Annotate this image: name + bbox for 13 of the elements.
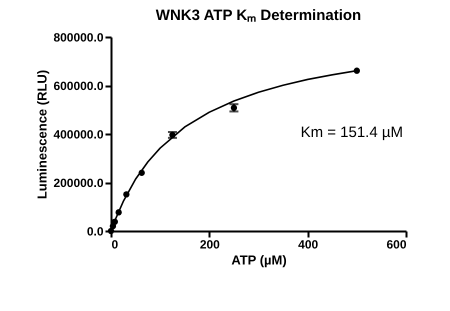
chart-title: WNK3 ATP Kₘ Determination — [156, 7, 362, 24]
x-tick-label: 0 — [112, 238, 118, 252]
y-axis-title: Luminescence (RLU) — [34, 70, 50, 200]
x-tick-label: 600 — [386, 238, 407, 252]
x-tick-label: 200 — [200, 238, 220, 252]
annotation: Km = 151.4 µM — [300, 124, 403, 141]
x-tick-label: 400 — [298, 238, 318, 252]
y-tick-label: 400000.0 — [53, 128, 104, 142]
y-tick-label: 200000.0 — [53, 176, 104, 190]
y-tick-label: 0.0 — [86, 224, 104, 238]
y-tick-label: 600000.0 — [53, 79, 104, 93]
x-axis-title: ATP (µM) — [231, 252, 287, 268]
y-tick-label: 800000.0 — [53, 30, 104, 44]
